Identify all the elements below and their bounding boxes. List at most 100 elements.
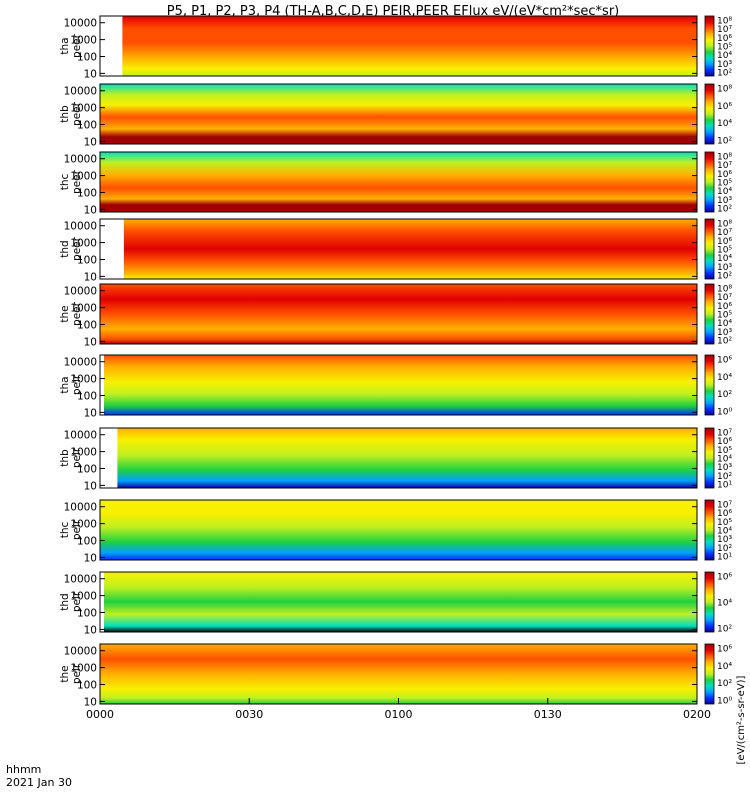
y-tick-label: 10000 — [64, 357, 97, 369]
panel-label-the-peir: thepeir — [59, 663, 83, 684]
colorbar-tick-label: 10⁴ — [717, 662, 732, 672]
colorbar-tick-label: 10⁵ — [717, 43, 732, 53]
spectrogram-thb-peer — [100, 84, 697, 144]
y-tick-label: 10000 — [64, 502, 97, 514]
spectrogram-the-peir — [100, 644, 697, 704]
colorbar-tick-label: 10² — [717, 69, 732, 79]
colorbar-tick-label: 10³ — [717, 60, 732, 70]
colorbar-tick-label: 10³ — [717, 263, 732, 273]
x-tick-label: 0200 — [683, 708, 711, 721]
y-tick-label: 10000 — [64, 286, 97, 298]
y-tick-label: 10000 — [64, 86, 97, 98]
y-tick-label: 100 — [77, 535, 97, 547]
colorbar-tha-peir — [704, 354, 715, 416]
colorbar-tick-label: 10⁸ — [717, 285, 732, 295]
x-tick-label: 0030 — [235, 708, 263, 721]
colorbar-thd-peir — [704, 571, 715, 633]
panel-label-thb-peir: thbpeir — [59, 447, 83, 468]
y-tick-label: 10000 — [64, 18, 97, 30]
spectrogram-tha-peir — [103, 355, 698, 415]
y-tick-label: 100 — [77, 607, 97, 619]
colorbar-tick-label: 10⁵ — [717, 518, 732, 528]
y-tick-label: 10 — [84, 552, 97, 564]
y-tick-label: 100 — [77, 187, 97, 199]
colorbar-tick-label: 10⁶ — [717, 437, 732, 447]
y-tick-label: 10 — [84, 271, 97, 283]
y-tick-label: 1000 — [70, 171, 97, 183]
colorbar-tick-label: 10³ — [717, 328, 732, 338]
panel-thd-peir: 10 100 1000 10000 thdpeir 10² 10⁴ 10⁶ — [59, 571, 732, 636]
x-axis-label-hhmm: hhmm — [6, 763, 41, 776]
y-tick-label: 10000 — [64, 430, 97, 442]
y-tick-label: 10 — [84, 407, 97, 419]
colorbar-tick-label: 10⁸ — [717, 85, 732, 95]
y-tick-label: 1000 — [70, 238, 97, 250]
colorbar-tick-label: 10⁷ — [717, 501, 732, 511]
panel-stack: 10100100010000thapeer10²10³10⁴10⁵10⁶10⁷1… — [59, 15, 747, 764]
colorbar-tick-label: 10² — [717, 390, 732, 400]
colorbar-tick-label: 10⁴ — [717, 319, 732, 329]
y-tick-label: 10 — [84, 204, 97, 216]
y-tick-label: 100 — [77, 390, 97, 402]
colorbar-tick-label: 10⁵ — [717, 311, 732, 321]
colorbar-tick-label: 10⁶ — [717, 102, 732, 112]
spectrogram-thc-peir — [100, 500, 697, 560]
panel-tha-peer: 10 100 1000 10000 thapeer 10²10³10⁴10⁵10⁶10⁷1… — [59, 15, 732, 80]
y-tick-label: 100 — [77, 463, 97, 475]
colorbar-tick-label: 10² — [717, 137, 732, 147]
y-tick-label: 1000 — [70, 35, 97, 47]
y-tick-label: 10 — [84, 624, 97, 636]
colorbar-tick-label: 10⁶ — [717, 645, 732, 655]
colorbar-tick-label: 10³ — [717, 535, 732, 545]
colorbar-thb-peer — [704, 83, 715, 145]
plot-frame-tha-peer — [99, 15, 698, 77]
colorbar-tick-label: 10³ — [717, 463, 732, 473]
plot-frame-thd-peer — [99, 218, 698, 280]
x-axis-label-date: 2021 Jan 30 — [6, 776, 72, 789]
y-tick-label: 10 — [84, 696, 97, 708]
colorbar-tick-label: 10⁸ — [717, 220, 732, 230]
plot-frame-thc-peir — [99, 499, 698, 561]
y-tick-label: 100 — [77, 119, 97, 131]
colorbar-thc-peir — [704, 499, 715, 561]
panel-thb-peer: 10 100 1000 10000 thbpeer 10² 10⁴ 10⁶ 10⁸ — [59, 83, 732, 148]
y-tick-label: 1000 — [70, 303, 97, 315]
panel-thd-peer: 10 100 1000 10000 thdpeer 10²10³10⁴10⁵10⁶10⁷1… — [59, 218, 732, 283]
plot-frame-the-peer — [99, 283, 698, 345]
colorbar-tick-label: 10² — [717, 337, 732, 347]
panel-label-thd-peer: thdpeer — [59, 236, 83, 261]
colorbar-tick-label: 10² — [717, 472, 732, 482]
colorbar-tick-label: 10⁵ — [717, 179, 732, 189]
y-tick-label: 100 — [77, 254, 97, 266]
colorbar-tick-label: 10⁴ — [717, 527, 732, 537]
colorbar-tick-label: 10⁷ — [717, 228, 732, 238]
colorbar-units-label: [eV/(cm²-s-sr-eV)] — [736, 675, 747, 764]
panel-the-peer: 10 100 1000 10000 thepeer 10²10³10⁴10⁵10⁶10⁷1… — [59, 283, 732, 348]
spectrogram-thd-peir — [103, 572, 698, 632]
y-tick-label: 1000 — [70, 374, 97, 386]
panel-label-thb-peer: thbpeer — [59, 101, 83, 126]
y-tick-label: 10000 — [64, 646, 97, 658]
panel-thb-peir: 10 100 1000 10000 thbpeir 10¹10²10³10⁴10⁵10⁶1… — [59, 427, 732, 492]
x-tick-label: 0100 — [385, 708, 413, 721]
colorbar-thc-peer — [704, 151, 715, 213]
colorbar-tick-label: 10⁴ — [717, 373, 732, 383]
colorbar-thb-peir — [704, 427, 715, 489]
colorbar-tick-label: 10² — [717, 679, 732, 689]
figure-title: P5, P1, P2, P3, P4 (TH-A,B,C,D,E) PEIR,P… — [167, 4, 620, 19]
colorbar-the-peir — [704, 643, 715, 705]
panel-label-tha-peer: thapeer — [59, 33, 83, 58]
y-tick-label: 10 — [84, 480, 97, 492]
colorbar-tick-label: 10⁵ — [717, 446, 732, 456]
panel-label-thc-peir: thcpeir — [59, 519, 83, 540]
colorbar-tick-label: 10⁴ — [717, 599, 732, 609]
colorbar-tick-label: 10⁶ — [717, 356, 732, 366]
colorbar-tick-label: 10¹ — [717, 481, 732, 491]
colorbar-tick-label: 10⁶ — [717, 34, 732, 44]
y-tick-label: 1000 — [70, 519, 97, 531]
colorbar-tick-label: 10² — [717, 625, 732, 635]
y-tick-label: 10000 — [64, 221, 97, 233]
y-tick-label: 100 — [77, 51, 97, 63]
x-axis-ticks: 0000 0030 0100 0130 0200 — [86, 698, 711, 721]
